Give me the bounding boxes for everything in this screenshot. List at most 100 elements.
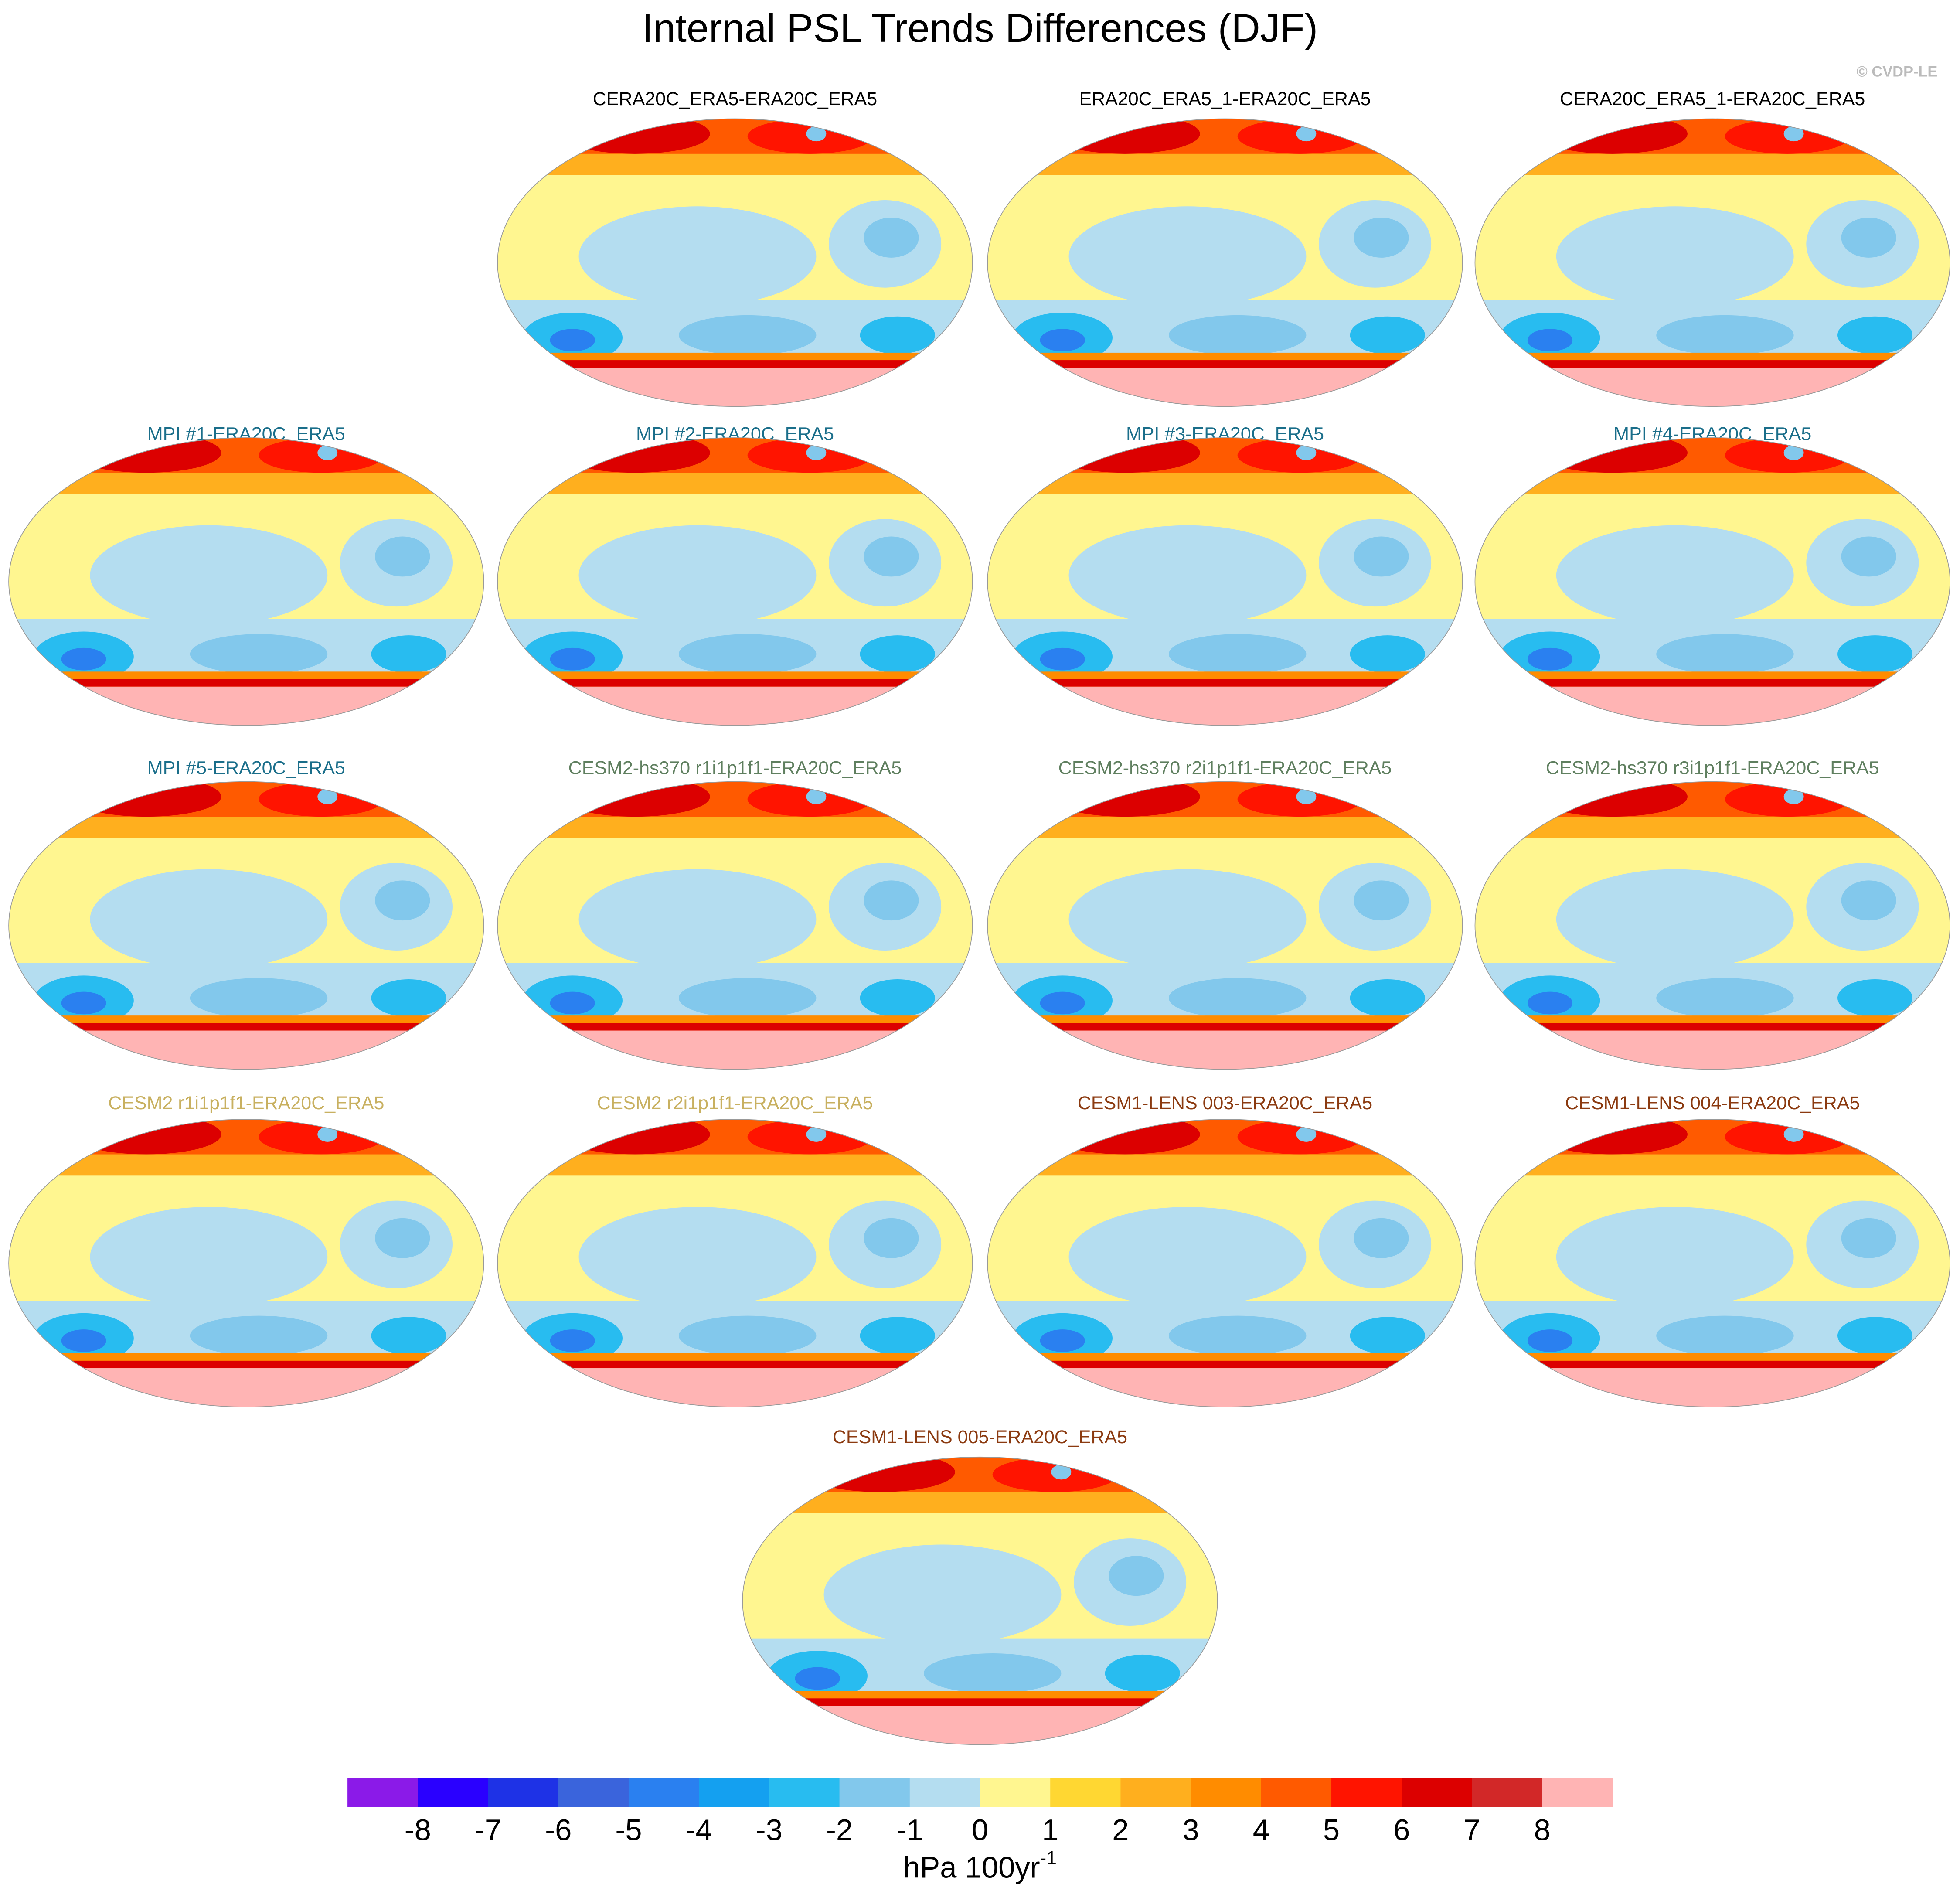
map-region (1068, 206, 1307, 307)
map-region (578, 869, 817, 970)
colorbar-box (1261, 1778, 1332, 1807)
map (1475, 437, 1950, 726)
map-region (9, 1368, 484, 1407)
panel-title: CESM2-hs370 r2i1p1f1-ERA20C_ERA5 (1058, 757, 1392, 778)
map-region (1841, 536, 1896, 577)
map-region (1350, 635, 1425, 673)
colorbar-tick-label: 3 (1182, 1813, 1199, 1846)
map-region (987, 437, 1463, 473)
units: hPa 100yr (903, 1850, 1040, 1884)
map-region (1556, 206, 1794, 307)
map-region (9, 437, 484, 473)
map-region (90, 869, 328, 970)
map-region (923, 1653, 1062, 1693)
colorbar-tick-label: -8 (405, 1813, 431, 1846)
map-region (987, 679, 1463, 687)
map-region (375, 1218, 430, 1258)
colorbar-box (1542, 1778, 1613, 1807)
colorbar-box (909, 1778, 980, 1807)
map (1475, 781, 1950, 1070)
map-region (678, 634, 817, 675)
map-region (371, 1317, 446, 1355)
map-region (1783, 126, 1804, 142)
map-outline (497, 1119, 973, 1407)
map-region (317, 445, 338, 460)
map-region (578, 525, 817, 626)
map-region (550, 1329, 595, 1352)
map-region (1040, 329, 1085, 352)
map-region (795, 1667, 840, 1690)
map-region (578, 1207, 817, 1307)
map-region (71, 781, 221, 817)
map-region (1656, 1315, 1794, 1356)
map (1475, 1119, 1950, 1407)
map-region (1475, 679, 1950, 687)
panel-title: CESM1-LENS 004-ERA20C_ERA5 (1565, 1093, 1860, 1114)
map (497, 1119, 973, 1407)
map-region (90, 525, 328, 626)
map-outline (1474, 781, 1950, 1070)
map-region (1475, 1368, 1950, 1407)
map-region (497, 679, 973, 687)
map-region (860, 1317, 935, 1355)
panel-title: CESM1-LENS 005-ERA20C_ERA5 (833, 1427, 1127, 1448)
colorbar-box (1331, 1778, 1402, 1807)
map-region (864, 536, 919, 577)
map-region (1656, 634, 1794, 675)
map-region (497, 437, 973, 473)
map-region (90, 1207, 328, 1307)
colorbar-box (628, 1778, 700, 1807)
map-region (1527, 329, 1573, 352)
map-region (550, 329, 595, 352)
colorbar-box (1120, 1778, 1191, 1807)
map-region (1527, 1329, 1573, 1352)
map-region (1537, 1119, 1688, 1155)
colorbar-tick-label: -6 (545, 1813, 572, 1846)
map-region (1475, 360, 1950, 368)
map-outline (987, 781, 1463, 1070)
map-region (1838, 979, 1913, 1017)
figure-title: Internal PSL Trends Differences (DJF) (642, 6, 1318, 51)
map-region (1783, 1127, 1804, 1142)
map-region (1296, 1127, 1317, 1142)
colorbar-tick-label: 1 (1042, 1813, 1058, 1846)
map-region (1168, 315, 1307, 355)
map-outline (987, 118, 1463, 407)
map-region (823, 1544, 1062, 1645)
map-region (560, 1119, 710, 1155)
colorbar-tick-label: -4 (686, 1813, 712, 1846)
map-region (806, 126, 827, 142)
map-region (1040, 991, 1085, 1015)
map-region (9, 781, 484, 817)
map (9, 781, 484, 1070)
colorbar-box (558, 1778, 629, 1807)
map-region (61, 1329, 106, 1352)
map-region (987, 1119, 1463, 1155)
map-region (678, 978, 817, 1018)
map-region (1475, 1119, 1950, 1155)
map-region (1050, 119, 1200, 154)
map-region (1475, 1360, 1950, 1369)
map-region (1350, 979, 1425, 1017)
map-region (1354, 218, 1409, 258)
map-region (317, 789, 338, 804)
map-region (190, 978, 328, 1018)
map-region (190, 1315, 328, 1356)
colorbar-box (1402, 1778, 1473, 1807)
map-region (497, 1023, 973, 1031)
map-region (1050, 781, 1200, 817)
map-region (1537, 781, 1688, 817)
colorbar-box (769, 1778, 840, 1807)
map-region (1105, 1654, 1180, 1692)
map-region (987, 781, 1463, 817)
map-region (550, 991, 595, 1015)
map-region (1475, 437, 1950, 473)
map-region (864, 1218, 919, 1258)
colorbar-tick-label: -2 (826, 1813, 853, 1846)
map-region (1841, 1218, 1896, 1258)
map-outline (497, 118, 973, 407)
colorbar-box (1472, 1778, 1543, 1807)
panel-title: CESM1-LENS 003-ERA20C_ERA5 (1078, 1093, 1372, 1114)
map-outline (497, 437, 973, 726)
panel-title: CERA20C_ERA5-ERA20C_ERA5 (593, 89, 877, 109)
